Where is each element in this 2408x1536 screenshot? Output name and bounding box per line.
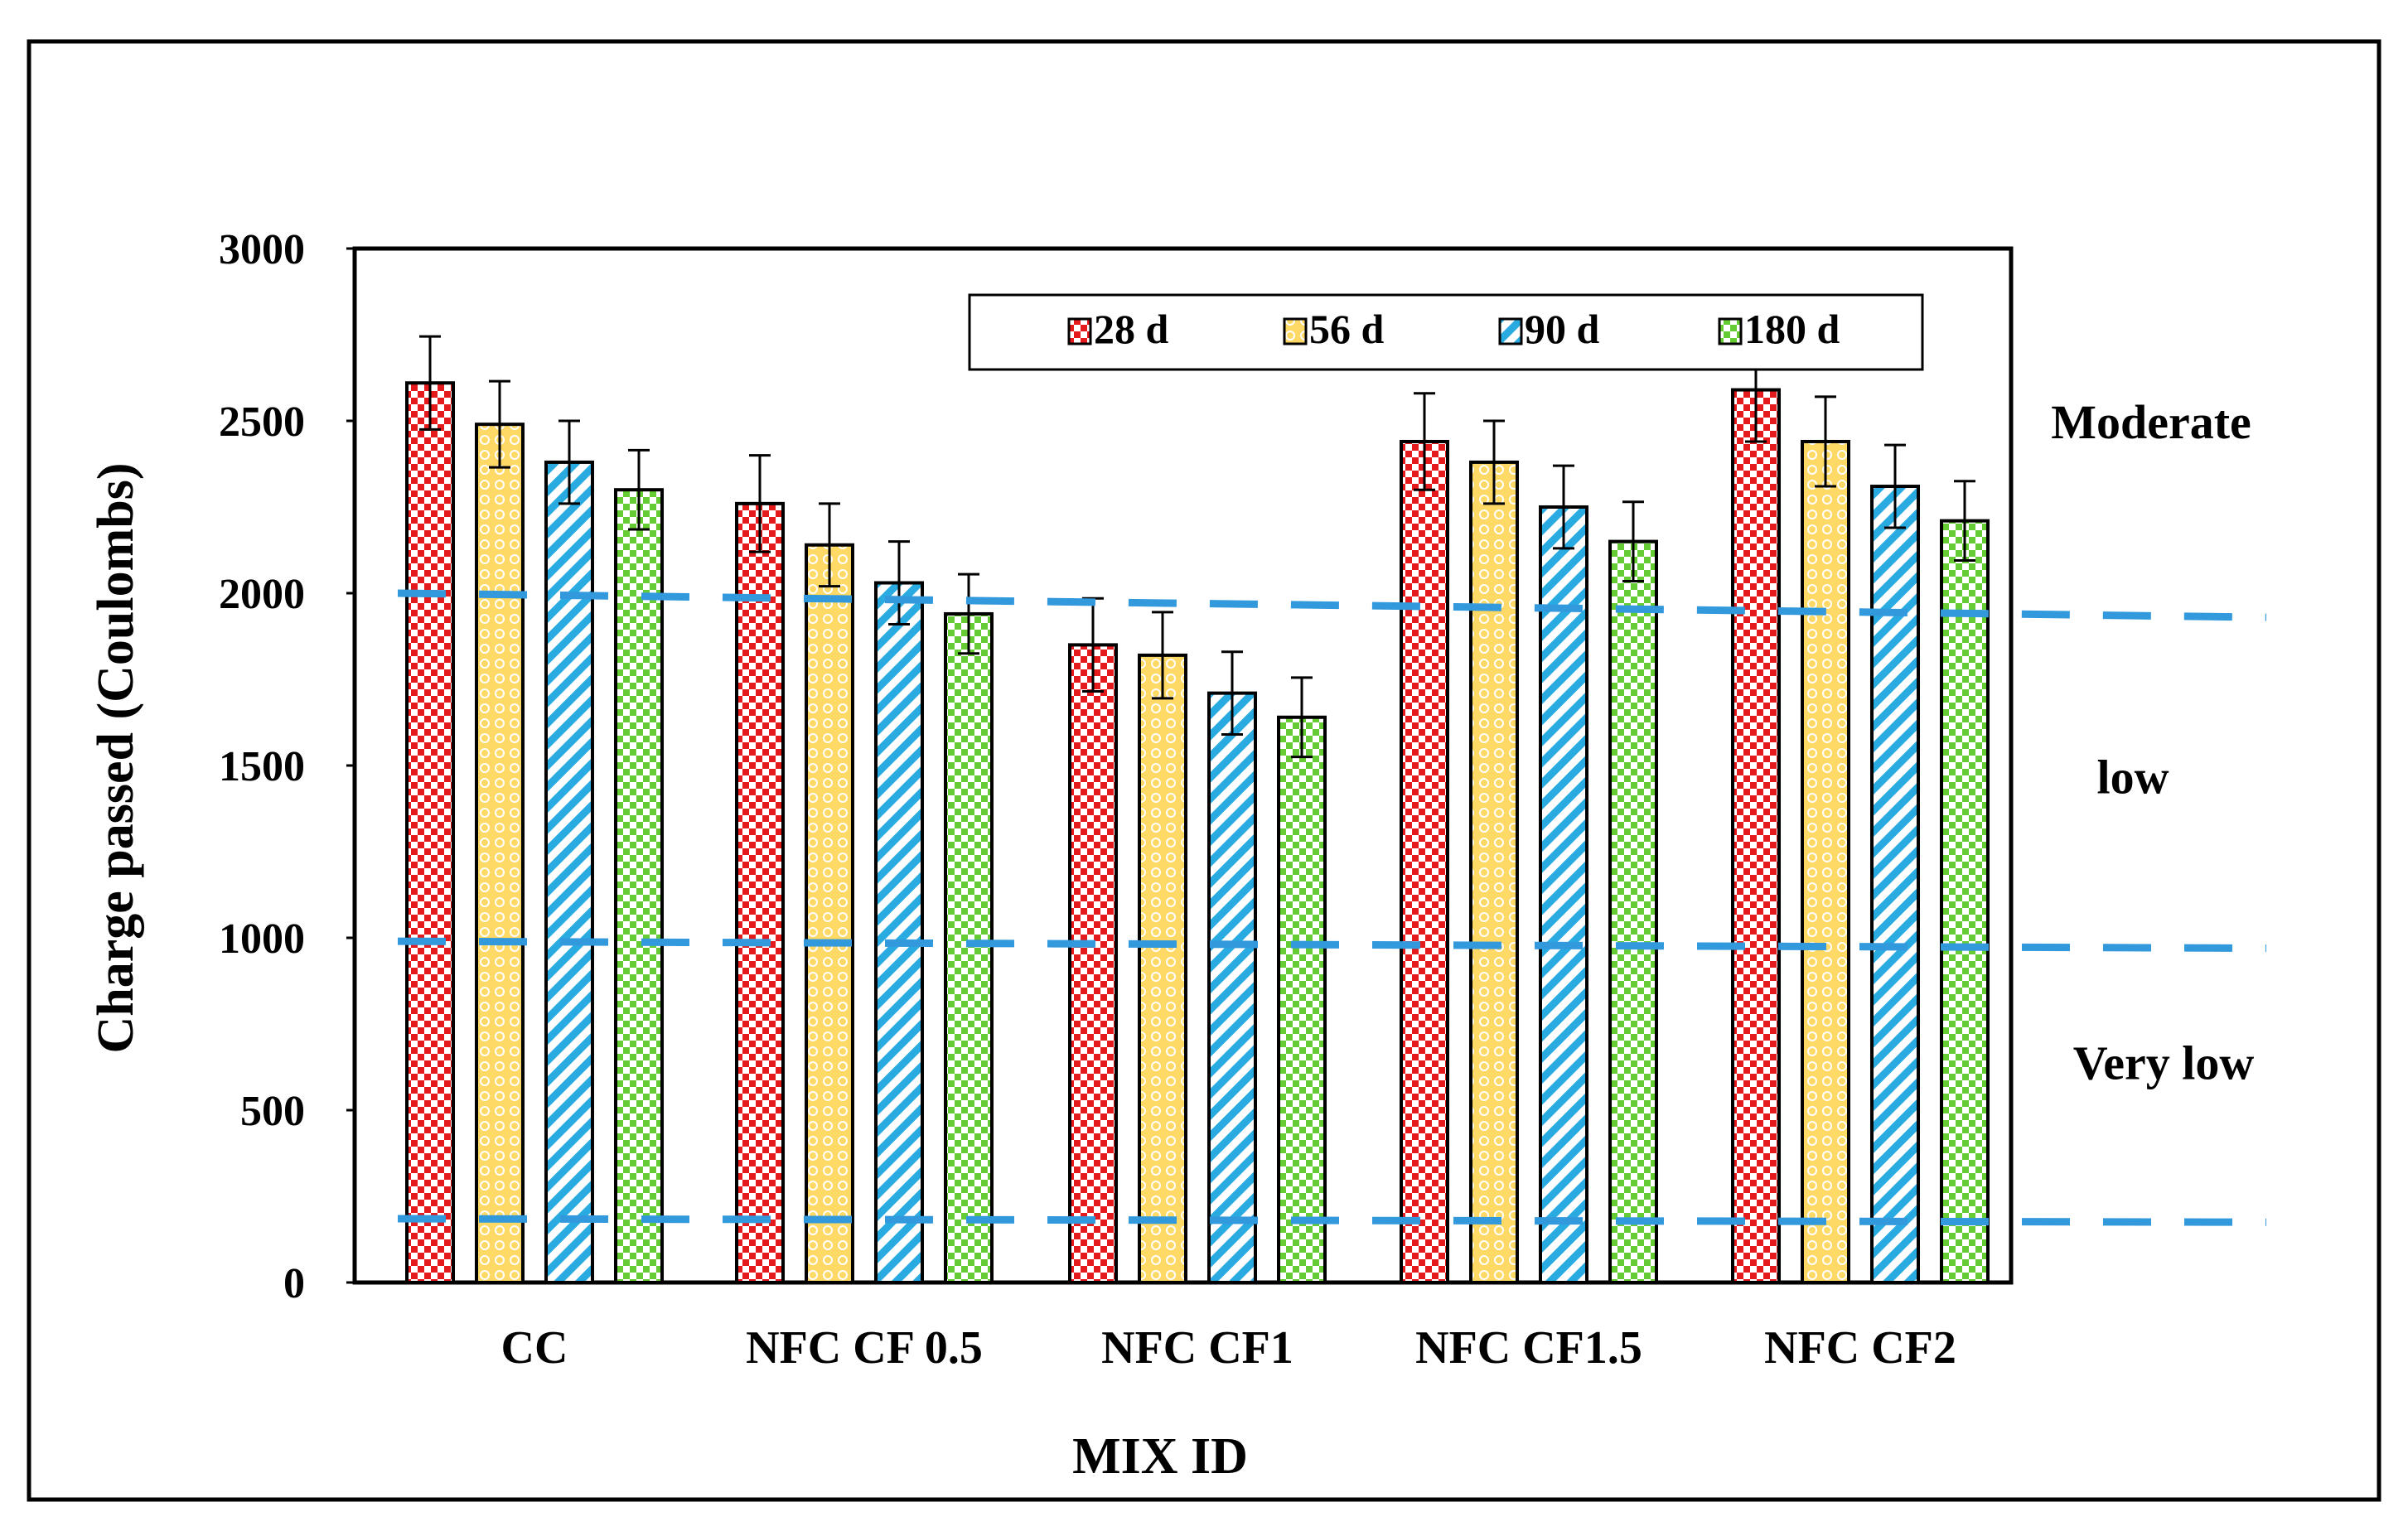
figure-frame [27,39,2381,1502]
bar-nfc-cf2-56d [1801,439,1850,1284]
error-bar [1954,480,1975,562]
legend-swatch [1283,317,1308,345]
bar-nfc-cf2-28d [1731,388,1781,1284]
error-bar [749,454,771,553]
annotations-layer: Moderate low Very low [2051,395,2254,1090]
legend-swatch [1067,317,1092,345]
error-bar [419,335,441,431]
bar-nfc-cf1-56d [1138,653,1187,1284]
error-bar [1622,500,1644,582]
bar-nfc-cf1-5-90d [1539,505,1588,1284]
bar-nfc-cf1-90d [1207,691,1257,1284]
legend-swatch [1498,317,1523,345]
legend-label: 180 d [1744,306,1840,352]
error-bar [958,572,979,655]
bar-nfc-cf-0-5-180d [944,611,994,1284]
error-bar [1483,419,1505,505]
bar-cc-56d [475,423,525,1284]
error-bar [888,540,910,626]
bar-nfc-cf1-28d [1068,643,1118,1284]
bar-nfc-cf1-5-56d [1469,460,1519,1284]
legend-item: 180 d [1718,306,1840,352]
bar-nfc-cf1-5-28d [1400,439,1449,1284]
error-bar [819,502,840,588]
error-bar [1152,611,1173,700]
y-tick-label: 2500 [219,398,305,446]
x-tick-label: NFC CF2 [1764,1322,1956,1374]
legend-label: 28 d [1094,306,1169,352]
bar-nfc-cf1-180d [1277,715,1327,1284]
bar-nfc-cf-0-5-28d [735,501,785,1284]
legend-label: 90 d [1525,306,1600,352]
x-tick-label: NFC CF 0.5 [746,1322,983,1374]
error-bar [628,448,650,531]
y-tick-label: 1500 [219,743,305,790]
y-tick-label: 3000 [219,226,305,273]
zone-label-very-low: Very low [2073,1036,2255,1090]
legend-swatch [1718,317,1743,345]
reference-lines-layer [397,589,2267,1226]
legend: 28 d 56 d 90 d 180 d [968,293,1924,371]
legend-item: 28 d [1067,306,1169,352]
error-bar [1884,443,1906,529]
error-bar [489,379,510,469]
threshold-line-2 [397,937,2267,952]
bar-nfc-cf2-90d [1870,485,1920,1284]
x-axis-title: MIX ID [1072,1428,1248,1485]
error-bar [1291,676,1313,759]
bar-nfc-cf-0-5-56d [805,543,854,1284]
y-tick-label: 500 [240,1088,305,1135]
bar-nfc-cf1-5-180d [1608,539,1658,1284]
bars-layer [405,381,1990,1284]
y-tick-label: 1000 [219,915,305,963]
error-bar [1553,464,1574,550]
threshold-line-1 [397,589,2267,621]
error-bars-layer [419,335,1975,759]
x-tick-label: NFC CF1 [1101,1322,1293,1374]
zone-label-low: low [2097,750,2169,804]
legend-label: 56 d [1309,306,1385,352]
error-bar [1221,650,1243,737]
x-tick-label: NFC CF1.5 [1415,1322,1642,1374]
x-axis-ticks: CC NFC CF 0.5 NFC CF1 NFC CF1.5 NFC CF2 [501,1322,1956,1374]
bar-nfc-cf2-180d [1940,519,1990,1284]
bar-cc-28d [405,381,455,1284]
error-bar [1414,392,1435,491]
legend-item: 90 d [1498,306,1600,352]
error-bar [1815,395,1836,488]
legend-item: 56 d [1283,306,1385,352]
zone-label-moderate: Moderate [2051,395,2251,449]
y-axis-title: Charge passed (Coulombs) [88,462,144,1053]
y-tick-label: 2000 [219,571,305,618]
y-tick-label: 0 [283,1260,305,1307]
y-axis-ticks: 0 500 1000 1500 2000 2500 3000 [219,226,355,1307]
bar-cc-90d [544,460,594,1284]
error-bar [558,419,580,505]
bar-nfc-cf-0-5-90d [874,581,924,1284]
x-tick-label: CC [501,1322,568,1374]
bar-cc-180d [614,488,664,1284]
legend-box [968,293,1924,371]
threshold-line-3 [397,1215,2267,1226]
